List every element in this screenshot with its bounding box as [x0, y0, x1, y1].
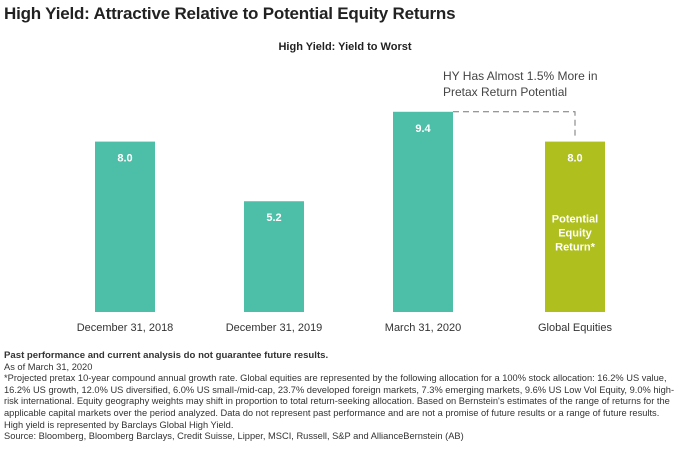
footnotes: Past performance and current analysis do…	[4, 350, 688, 443]
category-label-2: December 31, 2019	[226, 322, 323, 334]
bar-4	[545, 141, 605, 312]
bar-2	[244, 201, 304, 312]
category-label-3: March 31, 2020	[385, 322, 461, 334]
disclaimer: Past performance and current analysis do…	[4, 350, 329, 361]
chart-title: High Yield: Yield to Worst	[278, 41, 411, 53]
bar-value-label-1: 8.0	[117, 153, 132, 165]
bar-value-label-4: 8.0	[567, 153, 582, 165]
equity-bar-label-line-2: Equity	[558, 228, 592, 240]
annotation-line-2: Pretax Return Potential	[443, 85, 567, 99]
footnote-methodology: *Projected pretax 10-year compound annua…	[4, 373, 675, 418]
footnote-high-yield: High yield is represented by Barclays Gl…	[4, 419, 234, 430]
bar-1	[95, 141, 155, 312]
bar-value-label-2: 5.2	[266, 212, 281, 224]
equity-bar-label-line-3: Return*	[555, 242, 595, 254]
category-label-1: December 31, 2018	[77, 322, 174, 334]
footnote-source: Source: Bloomberg, Bloomberg Barclays, C…	[4, 431, 464, 442]
equity-bar-label-line-1: Potential	[552, 214, 598, 226]
page-title: High Yield: Attractive Relative to Poten…	[4, 4, 456, 23]
bar-value-label-3: 9.4	[415, 123, 431, 135]
dashed-connector	[453, 111, 576, 136]
annotation-line-1: HY Has Almost 1.5% More in	[443, 69, 598, 83]
bar-3	[393, 111, 453, 312]
bar-chart: High Yield: Yield to Worst HY Has Almost…	[77, 41, 613, 334]
category-label-4: Global Equities	[538, 322, 612, 334]
footnote-as-of: As of March 31, 2020	[4, 361, 93, 372]
